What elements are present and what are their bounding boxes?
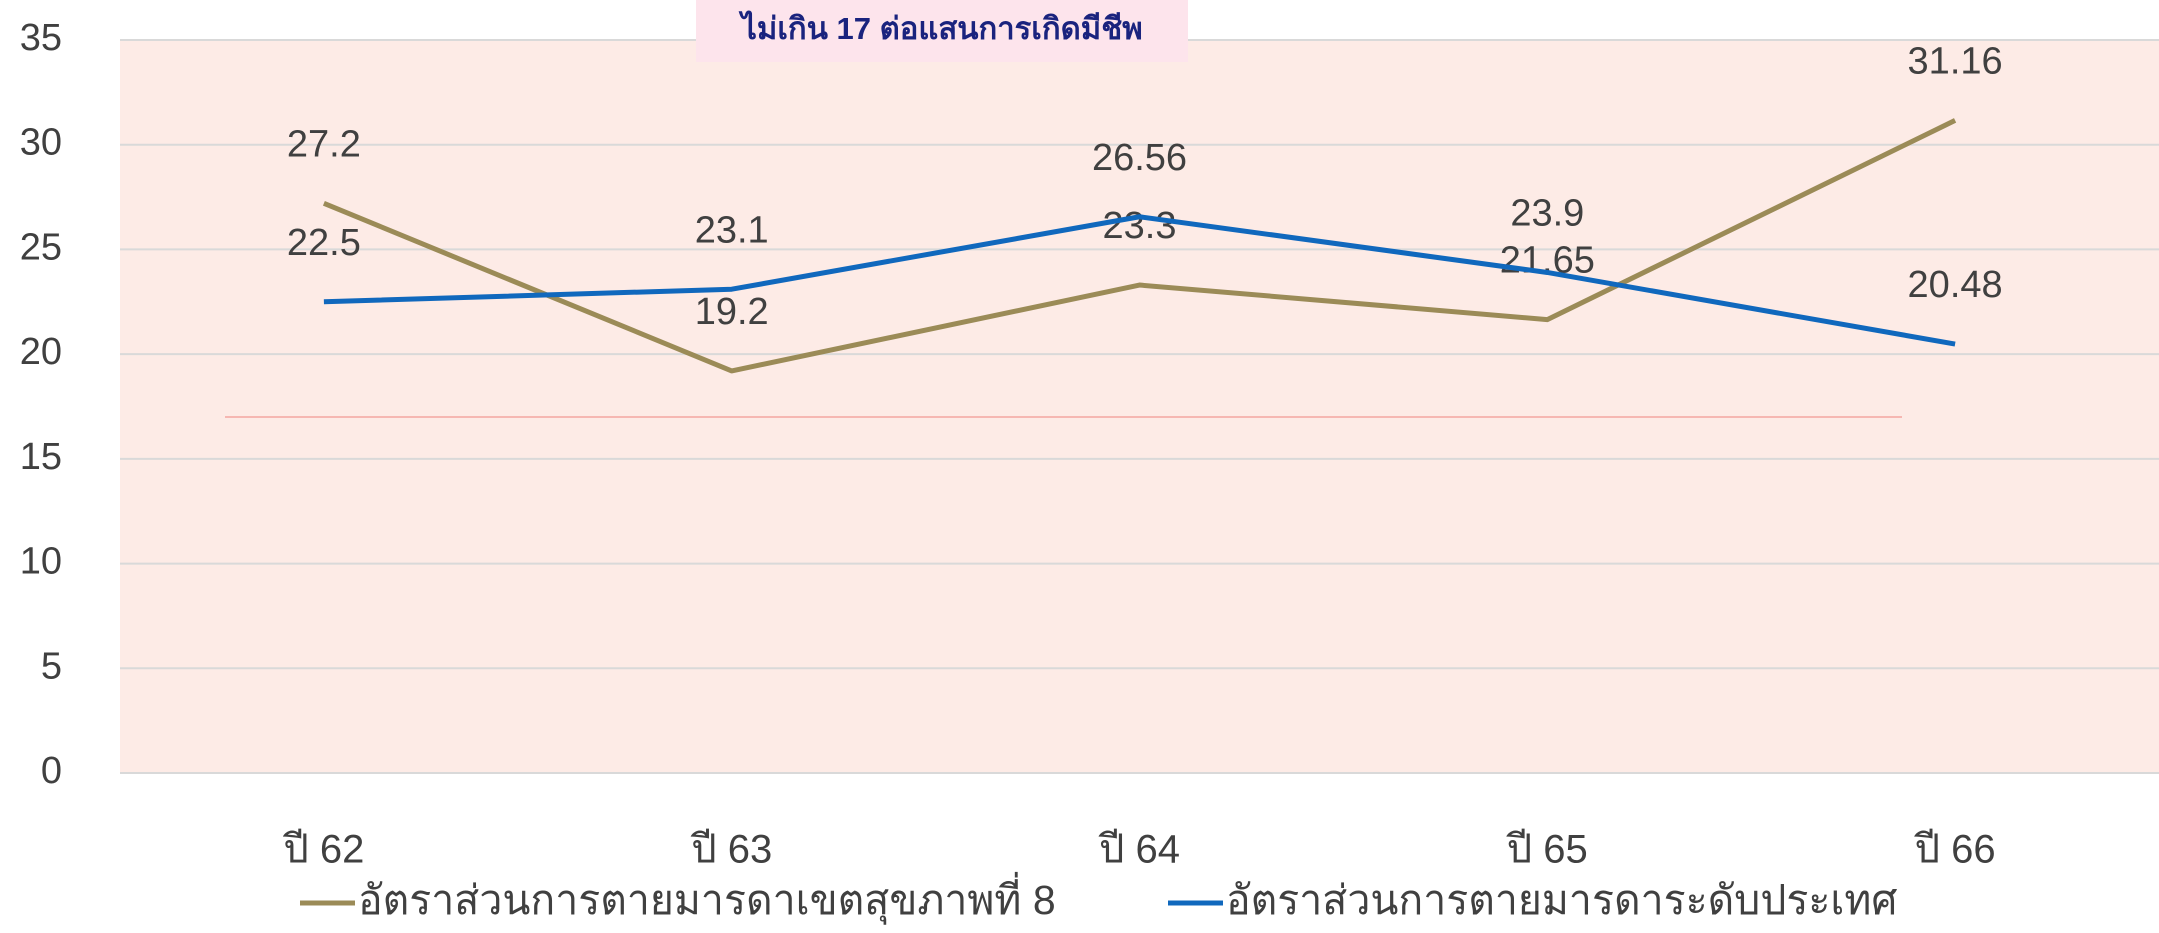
data-label: 23.1 — [695, 209, 769, 251]
data-label: 23.9 — [1510, 192, 1584, 234]
annotation-box — [696, 0, 1188, 62]
y-tick-label: 0 — [41, 750, 62, 792]
data-label: 31.16 — [1908, 40, 2003, 82]
plot-area — [120, 40, 2159, 773]
data-label: 21.65 — [1500, 240, 1595, 282]
series-line — [322, 118, 1957, 374]
y-tick-label: 30 — [20, 122, 62, 164]
data-label: 22.5 — [287, 222, 361, 264]
series-line — [323, 214, 1956, 347]
legend-label: อัตราส่วนการตายมารดาระดับประเทศ — [1226, 877, 1897, 923]
x-tick-label: ปี 63 — [691, 828, 773, 872]
y-tick-label: 15 — [20, 436, 62, 478]
legend-label: อัตราส่วนการตายมารดาเขตสุขภาพที่ 8 — [358, 872, 1056, 925]
data-label: 20.48 — [1908, 264, 2003, 306]
x-tick-label: ปี 65 — [1506, 828, 1588, 872]
y-tick-label: 10 — [20, 541, 62, 583]
data-label: 19.2 — [695, 291, 769, 333]
x-tick-label: ปี 62 — [283, 828, 365, 872]
data-label: 27.2 — [287, 123, 361, 165]
y-tick-label: 20 — [20, 331, 62, 373]
x-tick-label: ปี 64 — [1098, 828, 1180, 872]
y-tick-label: 5 — [41, 645, 62, 687]
data-label: 26.56 — [1092, 137, 1187, 179]
annotation: ไม่เกิน 17 ต่อแสนการเกิดมีชีพ — [738, 10, 1142, 46]
x-tick-label: ปี 66 — [1914, 828, 1996, 872]
y-tick-label: 35 — [20, 17, 62, 59]
y-tick-label: 25 — [20, 226, 62, 268]
data-label: 23.3 — [1103, 205, 1177, 247]
